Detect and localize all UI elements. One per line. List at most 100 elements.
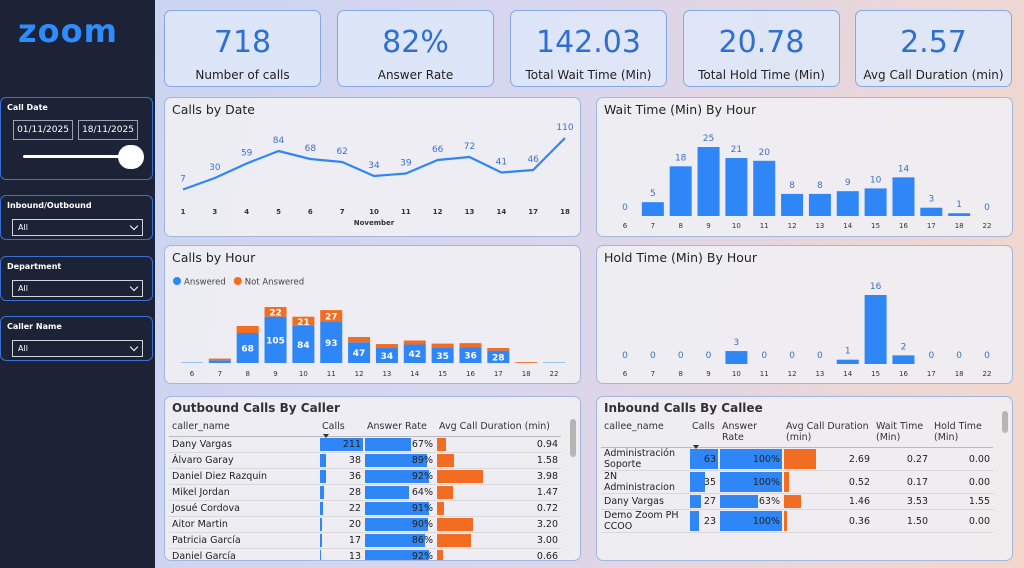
table-cell: 0.00 <box>931 509 993 533</box>
table-cell: 1.55 <box>931 493 993 510</box>
table-row: Aitor Martin 20 90% 3.20 <box>169 516 561 533</box>
chart: Hold Time (Min) By Hour06070809310011012… <box>604 250 992 378</box>
column-header[interactable]: Answer Rate <box>364 419 436 437</box>
kpi-value: 2.57 <box>900 25 967 60</box>
chart-panel: Wait Time (Min) By Hour 0 6 5 7 18 8 25 9 21 10 20 1… <box>596 97 1013 237</box>
data-label: 62 <box>336 147 347 157</box>
column-header[interactable]: Answer Rate <box>719 419 783 448</box>
x-tick-label: 16 <box>899 370 908 378</box>
table-body: Dany Vargas 211 67% 0.94 Álvaro Garay 38 89% 1.… <box>169 436 561 561</box>
table-cell: 64% <box>364 484 436 501</box>
table-head: callee_name Calls Answer Rate Avg Call Dura… <box>601 419 993 449</box>
end-date[interactable]: 18/11/2025 <box>78 120 138 140</box>
cell-text: 2N Administracion <box>604 471 676 493</box>
cell-text: 27 <box>703 496 716 507</box>
scrollbar[interactable] <box>570 419 576 457</box>
data-bar <box>784 449 817 469</box>
chart-title: Calls by Date <box>172 102 255 117</box>
table-cell: 28 <box>319 484 364 501</box>
x-tick-label: 7 <box>218 370 222 378</box>
table-cell: 89% <box>364 452 436 469</box>
data-label: 68 <box>305 144 317 154</box>
start-date[interactable]: 01/11/2025 <box>13 120 73 140</box>
table-cell: 1.58 <box>436 452 561 469</box>
x-tick-label: 22 <box>983 370 992 378</box>
chevron <box>129 282 139 292</box>
cell-text: 0.66 <box>536 551 558 561</box>
cell-text: 86% <box>411 535 433 546</box>
bar-segment <box>348 342 371 363</box>
cell-text: 67% <box>411 439 433 450</box>
kpi-card: 20.78 Total Hold Time (Min) <box>683 10 840 87</box>
table-head: caller_name Calls Answer Rate Avg Call Dura… <box>169 419 561 438</box>
column-header[interactable]: Calls <box>319 419 364 438</box>
kpi-value: 142.03 <box>536 25 641 60</box>
x-tick-label: 12 <box>433 208 443 216</box>
cell-text: 100% <box>752 476 780 488</box>
table-cell: 27 <box>689 493 719 510</box>
x-tick-label: 9 <box>706 370 710 378</box>
data-label: 46 <box>527 155 539 165</box>
bar-segment <box>459 343 482 348</box>
bar-segment <box>236 325 259 334</box>
table-cell: 0.36 <box>783 509 873 533</box>
cell-text: 20 <box>348 519 361 530</box>
cell-text: 2.69 <box>848 453 870 465</box>
data-label: 14 <box>898 164 910 174</box>
x-tick-label: 22 <box>550 370 559 378</box>
column-header[interactable]: Hold Time (Min) <box>931 419 993 448</box>
cell-text: 100% <box>752 453 780 465</box>
x-tick-label: 10 <box>299 370 308 378</box>
x-tick-label: 17 <box>494 370 503 378</box>
table-cell: 0.27 <box>873 447 931 471</box>
scrollbar[interactable] <box>1002 411 1008 433</box>
x-tick-label: 14 <box>843 370 852 378</box>
table-cell: 17 <box>319 532 364 549</box>
bar-segment <box>375 348 398 363</box>
table-cell: Dany Vargas <box>169 436 319 453</box>
dropdown[interactable]: All <box>12 219 143 236</box>
slider-knob[interactable] <box>118 145 144 169</box>
column-header[interactable]: Avg Call Duration (min) <box>783 419 873 448</box>
table-row: Daniel Diez Razquin 36 92% 3.98 <box>169 468 561 485</box>
cell-text: Daniel García <box>172 551 236 561</box>
x-tick-label: 7 <box>651 222 655 230</box>
x-tick-label: 11 <box>760 370 769 378</box>
column-header[interactable]: Wait Time (Min) <box>873 419 931 448</box>
data-label: 10 <box>870 175 882 185</box>
x-tick-label: 13 <box>382 370 391 378</box>
data-label: 22 <box>269 308 282 318</box>
table-cell: 1.47 <box>436 484 561 501</box>
data-label: 3 <box>928 195 934 205</box>
table-cell: 0.94 <box>436 436 561 453</box>
cell-text: 0.00 <box>968 476 990 488</box>
bar <box>920 207 943 216</box>
data-label: 34 <box>381 352 394 362</box>
kpi-label: Answer Rate <box>377 68 454 82</box>
data-bar <box>784 495 801 508</box>
slider-track[interactable] <box>23 155 131 158</box>
x-tick-label: 8 <box>678 222 682 230</box>
table-row: Josué Cordova 22 91% 0.72 <box>169 500 561 517</box>
dropdown[interactable]: All <box>12 340 143 357</box>
table-cell: Dany Vargas <box>601 493 689 510</box>
data-bar <box>437 502 444 515</box>
table-cell: 23 <box>689 509 719 533</box>
dropdown[interactable]: All <box>12 280 143 297</box>
bar-segment <box>292 325 315 363</box>
column-header[interactable]: Avg Call Duration (min) <box>436 419 561 437</box>
table-cell: 90% <box>364 516 436 533</box>
table-row: Álvaro Garay 38 89% 1.58 <box>169 452 561 469</box>
column-header[interactable]: caller_name <box>169 419 319 437</box>
bar-segment <box>320 310 343 322</box>
kpi-label: Total Wait Time (Min) <box>525 68 652 82</box>
bar-segment <box>403 344 426 363</box>
cell-text: 0.00 <box>968 515 990 527</box>
data-label: 0 <box>984 203 990 213</box>
data-label: 25 <box>703 134 714 144</box>
data-label: 0 <box>956 351 962 361</box>
column-header[interactable]: callee_name <box>601 419 689 448</box>
data-bar <box>320 454 327 467</box>
column-header[interactable]: Calls <box>689 419 719 449</box>
table-cell: 100% <box>719 470 783 494</box>
